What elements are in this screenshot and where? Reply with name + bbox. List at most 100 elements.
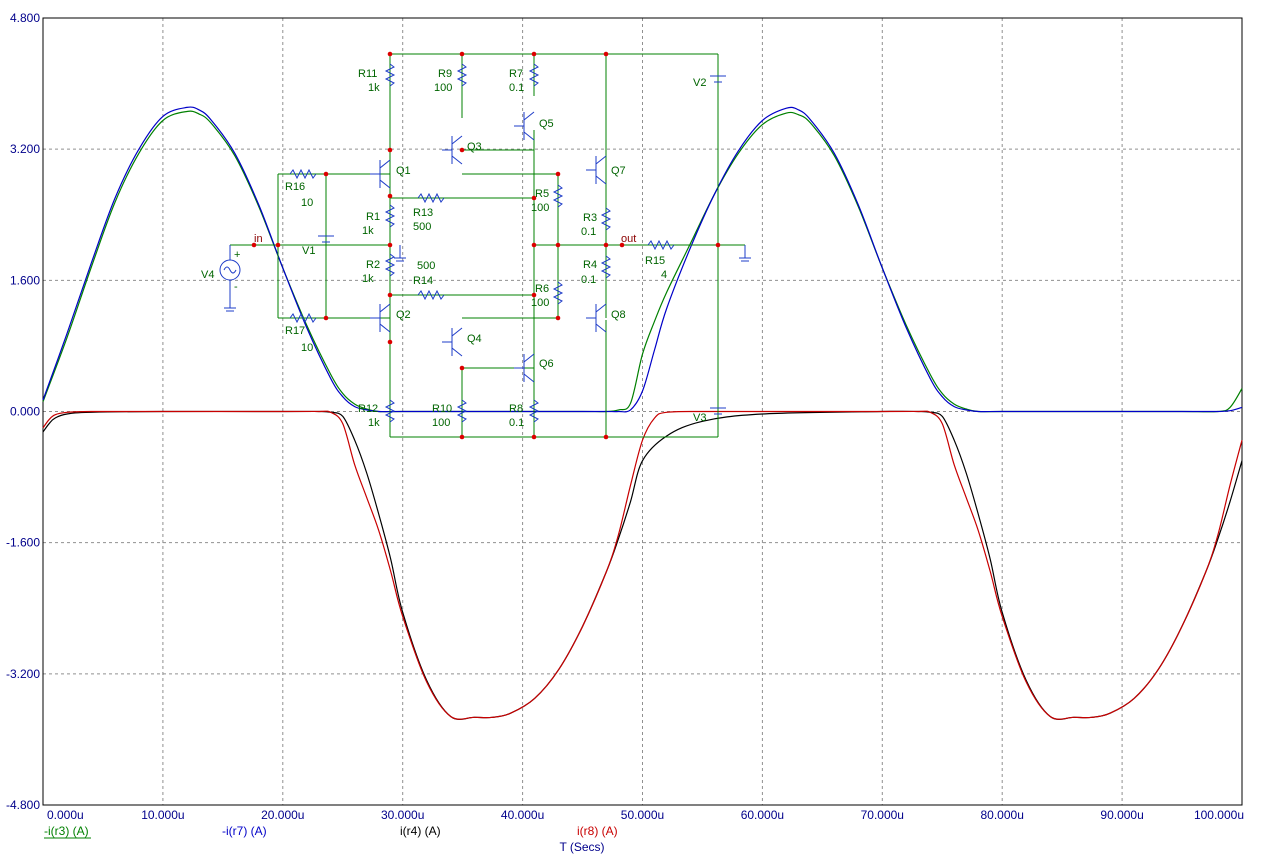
component-ref-r3: R3 xyxy=(583,212,597,224)
component-value-r3: 0.1 xyxy=(581,226,596,238)
component-value-r8: 0.1 xyxy=(509,417,524,429)
component-ref-r12: R12 xyxy=(358,403,378,415)
schematic-node xyxy=(531,195,537,201)
net-label-out: out xyxy=(621,233,636,245)
component-value-r15: 4 xyxy=(661,269,667,281)
net-label-in: in xyxy=(254,233,263,245)
component-value-r6: 100 xyxy=(531,297,549,309)
y-tick-labels: 4.800 3.200 1.600 0.000 -1.600 -3.200 -4.800 xyxy=(6,11,40,812)
component-ref-r2: R2 xyxy=(366,259,380,271)
x-axis-label: T (Secs) xyxy=(559,840,604,854)
x-tick-label: 50.000u xyxy=(621,808,664,822)
component-value-r13: 500 xyxy=(413,221,431,233)
component-ref-r10: R10 xyxy=(432,403,452,415)
schematic-node xyxy=(387,147,393,153)
legend-entry: i(r8) (A) xyxy=(577,824,618,838)
x-tick-labels: 0.000u 10.000u 20.000u 30.000u 40.000u 50.000… xyxy=(47,808,1244,822)
schematic-node xyxy=(531,292,537,298)
y-tick-label: 3.200 xyxy=(10,142,40,156)
component-ref-r6: R6 xyxy=(535,283,549,295)
x-tick-label: 30.000u xyxy=(381,808,424,822)
component-ref-v2: V2 xyxy=(693,77,706,89)
schematic-node xyxy=(603,434,609,440)
y-tick-label: 4.800 xyxy=(10,11,40,25)
component-ref-q3: Q3 xyxy=(467,141,482,153)
component-value-r2: 1k xyxy=(362,273,374,285)
schematic-node xyxy=(459,147,465,153)
component-value-r17: 10 xyxy=(301,342,313,354)
schematic-node xyxy=(387,242,393,248)
schematic-node xyxy=(323,171,329,177)
component-ref-r7: R7 xyxy=(509,68,523,80)
schematic-node xyxy=(555,242,561,248)
amplifier-schematic: R11 1k R9 100 R7 0.1 V2 Q5 Q3 Q1 Q7 R16 10 R13 500 R5 10… xyxy=(201,51,751,440)
x-tick-label: 10.000u xyxy=(141,808,184,822)
component-value-r10: 100 xyxy=(432,417,450,429)
component-ref-r17: R17 xyxy=(285,325,305,337)
y-tick-label: -3.200 xyxy=(6,667,40,681)
schematic-node xyxy=(715,242,721,248)
schematic-node xyxy=(619,242,625,248)
component-ref-r13: R13 xyxy=(413,207,433,219)
schematic-node xyxy=(387,193,393,199)
source-sign: + xyxy=(234,249,240,261)
schematic-node xyxy=(459,365,465,371)
schematic-node xyxy=(603,51,609,57)
component-value-r5: 100 xyxy=(531,202,549,214)
x-tick-label: 40.000u xyxy=(501,808,544,822)
component-ref-q8: Q8 xyxy=(611,309,626,321)
schematic-node xyxy=(275,242,281,248)
y-tick-label: 0.000 xyxy=(10,405,40,419)
component-ref-r11: R11 xyxy=(358,68,377,80)
x-tick-label: 0.000u xyxy=(47,808,84,822)
component-value-r4: 0.1 xyxy=(581,274,596,286)
component-value-r7: 0.1 xyxy=(509,82,524,94)
y-tick-label: 1.600 xyxy=(10,273,40,287)
component-ref-q7: Q7 xyxy=(611,165,626,177)
legend-entry: -i(r7) (A) xyxy=(222,824,267,838)
component-ref-r4: R4 xyxy=(583,259,597,271)
schematic-node xyxy=(531,434,537,440)
x-tick-label: 80.000u xyxy=(981,808,1024,822)
component-ref-r8: R8 xyxy=(509,403,523,415)
component-ref-r16: R16 xyxy=(285,181,305,193)
source-sign: - xyxy=(234,281,238,293)
schematic-node xyxy=(251,242,257,248)
component-ref-r9: R9 xyxy=(438,68,452,80)
schematic-node xyxy=(555,171,561,177)
legend: -i(r3) (A) -i(r7) (A) i(r4) (A) i(r8) (A) xyxy=(44,824,618,839)
series-line-1 xyxy=(42,106,1243,413)
component-ref-q6: Q6 xyxy=(539,358,554,370)
waveform-curves xyxy=(42,106,1243,720)
component-ref-q2: Q2 xyxy=(396,309,411,321)
schematic-node xyxy=(531,51,537,57)
schematic-node xyxy=(387,339,393,345)
y-tick-label: -1.600 xyxy=(6,536,40,550)
plot-frame xyxy=(42,17,1243,806)
component-value-r1: 1k xyxy=(362,225,374,237)
component-ref-v1: V1 xyxy=(302,245,315,257)
schematic-node xyxy=(603,242,609,248)
x-tick-label: 100.000u xyxy=(1194,808,1244,822)
component-ref-q5: Q5 xyxy=(539,118,554,130)
component-ref-v3: V3 xyxy=(693,412,706,424)
component-ref-r15: R15 xyxy=(645,255,665,267)
component-value-r11: 1k xyxy=(368,82,380,94)
schematic-node xyxy=(459,51,465,57)
component-ref-v4: V4 xyxy=(201,269,214,281)
component-value-r16: 10 xyxy=(301,197,313,209)
schematic-node xyxy=(459,434,465,440)
x-tick-label: 90.000u xyxy=(1100,808,1143,822)
schematic-node xyxy=(387,292,393,298)
component-value-r9: 100 xyxy=(434,82,452,94)
component-ref-r1: R1 xyxy=(366,211,380,223)
component-ref-r5: R5 xyxy=(535,188,549,200)
schematic-node xyxy=(387,51,393,57)
schematic-node xyxy=(323,315,329,321)
series-line-0 xyxy=(42,110,1243,413)
schematic-node xyxy=(555,315,561,321)
x-tick-label: 70.000u xyxy=(861,808,904,822)
legend-entry: i(r4) (A) xyxy=(400,824,441,838)
component-ref-q4: Q4 xyxy=(467,333,482,345)
